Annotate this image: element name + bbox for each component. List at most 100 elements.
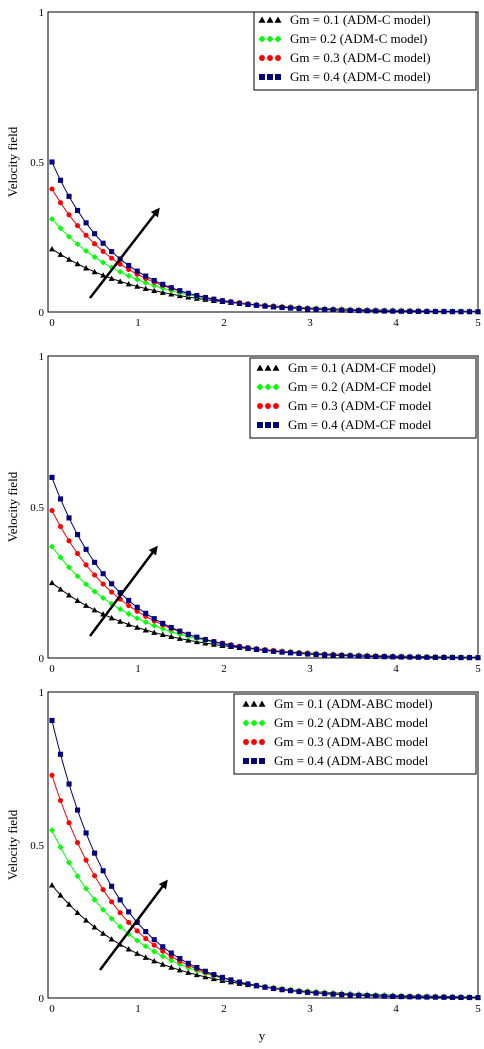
- data-point: [194, 292, 200, 299]
- data-point: [185, 960, 191, 966]
- data-point: [202, 637, 208, 643]
- y-tick-label: 1: [39, 351, 45, 363]
- legend-marker: [259, 55, 265, 61]
- series-line: [51, 775, 479, 998]
- data-point: [313, 651, 319, 658]
- data-point: [57, 177, 64, 183]
- data-point: [75, 550, 81, 557]
- data-point: [398, 654, 404, 660]
- data-point: [253, 302, 260, 308]
- data-point: [288, 988, 294, 994]
- data-point: [49, 216, 55, 222]
- x-tick-label: 0: [49, 1003, 55, 1015]
- data-point: [100, 594, 107, 601]
- legend-marker: [265, 422, 271, 428]
- data-point: [322, 307, 328, 313]
- data-point: [117, 278, 124, 284]
- y-axis-label: Velocity field: [5, 471, 20, 542]
- data-point: [91, 924, 98, 930]
- data-point: [390, 654, 396, 660]
- data-point: [279, 987, 285, 993]
- data-point: [117, 268, 124, 275]
- increase-arrow: [99, 879, 168, 971]
- data-point: [475, 995, 481, 1001]
- legend: Gm = 0.1 (ADM-ABC model) Gm = 0.2 (ADM-A…: [233, 693, 477, 775]
- data-point: [91, 268, 98, 275]
- data-point: [330, 652, 336, 658]
- data-point: [262, 984, 268, 990]
- data-point: [49, 186, 55, 192]
- data-point: [57, 200, 64, 206]
- data-point: [151, 942, 157, 948]
- y-tick-label: 0: [39, 653, 45, 665]
- data-point: [134, 928, 140, 934]
- legend-label: Gm = 0.3 (ADM-ABC model: [274, 734, 429, 749]
- data-point: [66, 515, 72, 521]
- data-point: [134, 937, 141, 944]
- series-line: [51, 248, 479, 312]
- data-point: [322, 991, 328, 997]
- data-point: [57, 586, 64, 592]
- data-point: [381, 993, 387, 999]
- data-point: [57, 844, 64, 851]
- x-tick-label: 3: [307, 663, 313, 675]
- data-point: [74, 260, 81, 267]
- data-point: [66, 538, 72, 544]
- data-point: [83, 232, 89, 238]
- y-tick-label: 0.5: [30, 502, 44, 514]
- legend-label: Gm = 0.3 (ADM-CF model: [288, 398, 432, 413]
- legend-label: Gm = 0.2 (ADM-CF model: [288, 379, 432, 394]
- data-point: [177, 288, 183, 294]
- data-point: [288, 305, 294, 311]
- data-point: [441, 994, 447, 1000]
- data-point: [185, 969, 192, 975]
- x-tick-label: 4: [393, 317, 399, 329]
- series-layer: [49, 159, 481, 315]
- legend-label: Gm= 0.2 (ADM-C model): [290, 31, 427, 46]
- data-point: [305, 989, 311, 995]
- data-point: [109, 899, 115, 905]
- data-point: [270, 304, 277, 310]
- legend-label: Gm = 0.4 (ADM-ABC model: [274, 753, 429, 768]
- data-point: [253, 983, 260, 989]
- data-point: [91, 253, 98, 260]
- data-point: [100, 930, 107, 936]
- data-point: [160, 281, 166, 287]
- y-tick-label: 1: [39, 687, 45, 699]
- data-point: [74, 241, 81, 248]
- data-point: [466, 309, 473, 315]
- legend-label: Gm = 0.1 (ADM-CF model): [288, 360, 436, 375]
- data-point: [91, 607, 98, 613]
- data-point: [108, 614, 115, 621]
- legend-label: Gm = 0.4 (ADM-C model): [290, 69, 431, 84]
- legend-marker: [251, 758, 257, 764]
- data-point: [424, 994, 430, 1000]
- x-tick-label: 0: [49, 317, 55, 329]
- series-line: [51, 477, 479, 659]
- data-point: [390, 993, 396, 1000]
- data-point: [347, 653, 353, 659]
- data-point: [125, 946, 132, 952]
- data-point: [100, 240, 106, 246]
- data-point: [66, 592, 73, 598]
- data-point: [424, 308, 430, 315]
- data-point: [475, 309, 481, 315]
- data-point: [117, 910, 123, 916]
- data-point: [92, 559, 98, 565]
- data-point: [100, 906, 107, 913]
- data-point: [75, 532, 81, 538]
- x-tick-label: 4: [393, 1003, 399, 1015]
- data-point: [142, 285, 149, 291]
- data-point: [356, 653, 362, 659]
- data-point: [228, 977, 234, 983]
- data-point: [279, 649, 285, 655]
- data-point: [168, 624, 174, 631]
- data-point: [142, 619, 149, 626]
- data-point: [373, 654, 379, 660]
- data-point: [168, 291, 175, 297]
- data-point: [194, 965, 200, 971]
- legend-marker: [258, 35, 266, 43]
- data-point: [407, 994, 413, 1000]
- data-point: [75, 207, 81, 213]
- legend-marker: [258, 16, 266, 23]
